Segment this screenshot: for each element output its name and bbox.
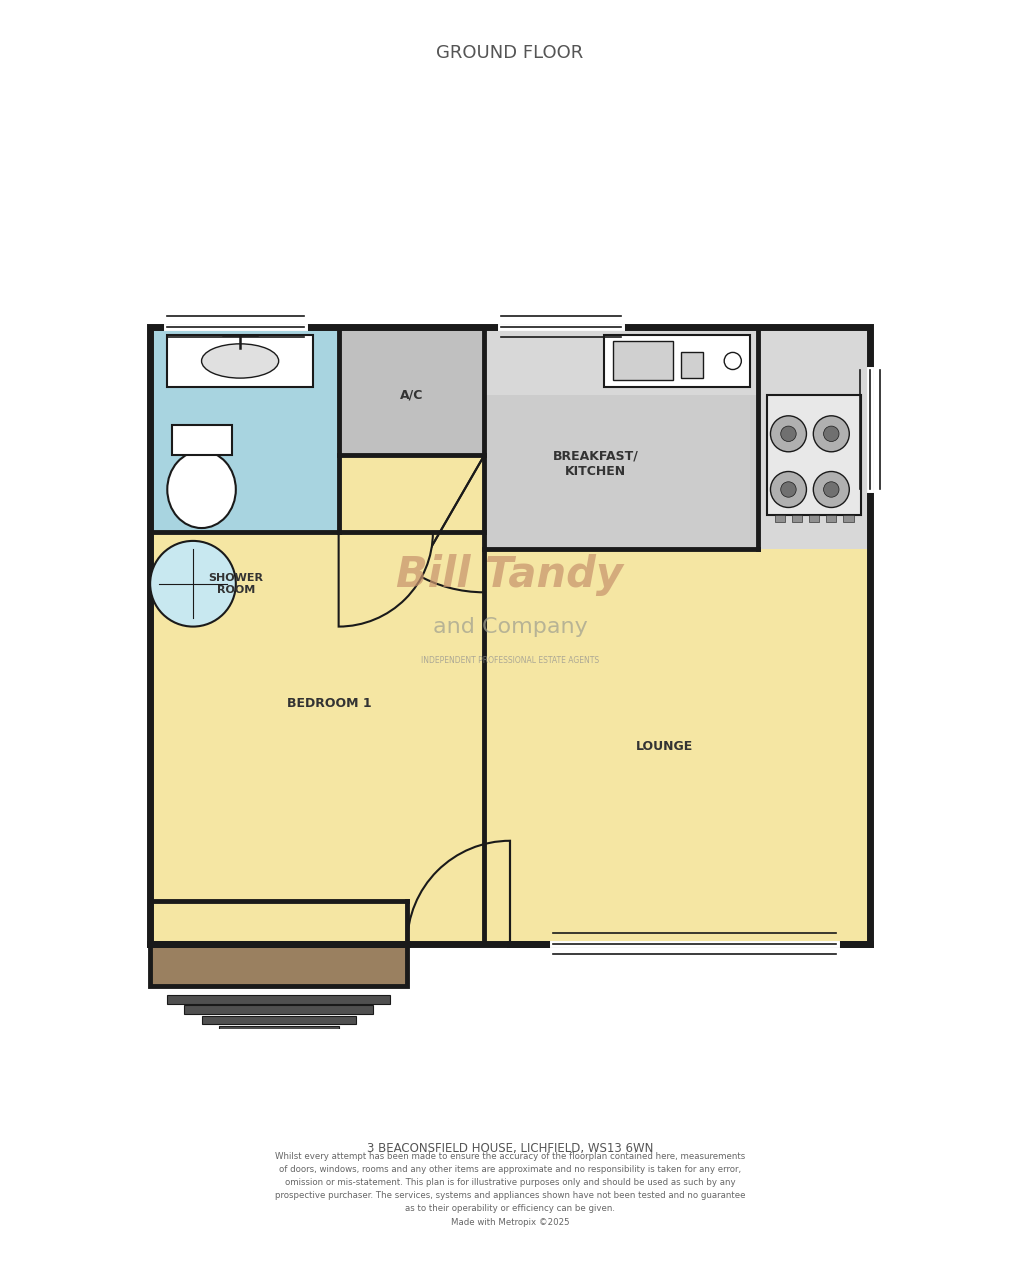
Bar xyxy=(150,326,869,944)
Wedge shape xyxy=(407,841,510,944)
Text: A/C: A/C xyxy=(399,388,423,402)
Text: BEDROOM 1: BEDROOM 1 xyxy=(287,697,372,710)
Text: SHOWER
ROOM: SHOWER ROOM xyxy=(208,573,263,595)
Bar xyxy=(774,515,785,522)
Bar xyxy=(758,326,869,549)
Ellipse shape xyxy=(202,344,278,378)
Bar xyxy=(150,326,338,533)
Text: GROUND FLOOR: GROUND FLOOR xyxy=(436,44,583,62)
Text: Bill Tandy: Bill Tandy xyxy=(396,554,623,596)
Circle shape xyxy=(812,416,849,452)
Text: BREAKFAST/
KITCHEN: BREAKFAST/ KITCHEN xyxy=(552,450,638,478)
Bar xyxy=(612,342,673,380)
Bar xyxy=(825,515,836,522)
Text: 3 BEACONSFIELD HOUSE, LICHFIELD, WS13 6WN: 3 BEACONSFIELD HOUSE, LICHFIELD, WS13 6W… xyxy=(367,1142,652,1155)
Bar xyxy=(218,1026,338,1035)
Bar xyxy=(603,335,749,387)
Circle shape xyxy=(780,482,796,497)
Bar xyxy=(202,1016,356,1025)
Bar xyxy=(843,515,853,522)
Wedge shape xyxy=(416,455,484,592)
Bar xyxy=(484,395,758,549)
Bar xyxy=(167,335,313,387)
Bar xyxy=(766,395,860,515)
Bar xyxy=(808,515,818,522)
Bar xyxy=(167,996,389,1003)
Text: and Company: and Company xyxy=(432,616,587,636)
Ellipse shape xyxy=(167,450,235,528)
Bar xyxy=(150,944,407,987)
Bar xyxy=(171,425,231,455)
Circle shape xyxy=(780,426,796,441)
Text: Whilst every attempt has been made to ensure the accuracy of the floorplan conta: Whilst every attempt has been made to en… xyxy=(274,1151,745,1227)
Bar xyxy=(484,326,801,395)
Circle shape xyxy=(812,472,849,507)
Circle shape xyxy=(769,472,806,507)
Wedge shape xyxy=(338,533,432,626)
Bar xyxy=(150,944,407,987)
Circle shape xyxy=(822,482,839,497)
Bar xyxy=(338,326,484,455)
Circle shape xyxy=(723,353,741,369)
Bar xyxy=(150,326,869,944)
Bar xyxy=(791,515,801,522)
Circle shape xyxy=(822,426,839,441)
Bar xyxy=(184,1006,373,1013)
Circle shape xyxy=(150,541,235,626)
Text: INDEPENDENT PROFESSIONAL ESTATE AGENTS: INDEPENDENT PROFESSIONAL ESTATE AGENTS xyxy=(421,657,598,665)
Text: LOUNGE: LOUNGE xyxy=(635,740,692,753)
Circle shape xyxy=(769,416,806,452)
Bar xyxy=(681,353,702,378)
